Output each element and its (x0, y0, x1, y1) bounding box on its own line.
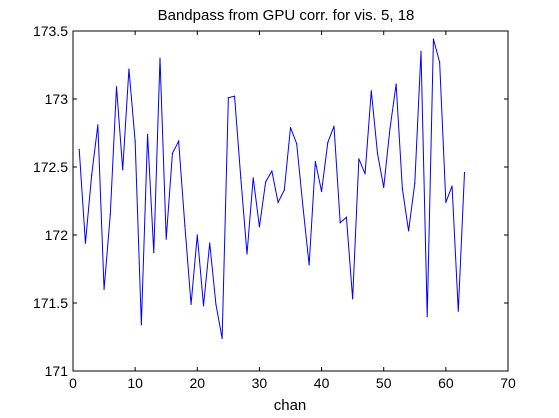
data-point (184, 224, 186, 227)
data-point (190, 303, 192, 305)
chart-title: Bandpass from GPU corr. for vis. 5, 18 (158, 7, 415, 24)
data-point (128, 68, 130, 70)
data-point (258, 226, 261, 228)
data-point (376, 152, 379, 154)
x-tick-label: 60 (438, 375, 454, 391)
x-tick-label: 70 (500, 375, 516, 391)
data-point (457, 310, 459, 312)
data-point (289, 126, 292, 129)
data-point (271, 170, 273, 172)
plot-frame (72, 30, 509, 372)
data-point (432, 38, 435, 40)
data-point (146, 133, 149, 135)
data-point (122, 169, 124, 171)
data-point (233, 95, 236, 97)
data-point (333, 125, 335, 127)
y-tick-label: 172 (45, 227, 69, 243)
data-point (339, 222, 341, 224)
y-tick-label: 171.5 (33, 295, 68, 311)
data-point (221, 337, 223, 339)
data-point (227, 97, 229, 99)
data-point (296, 143, 298, 145)
data-point (240, 177, 242, 179)
data-point (84, 242, 87, 244)
data-point (196, 234, 198, 236)
data-point (395, 83, 397, 85)
data-point (78, 148, 80, 150)
data-point (265, 181, 267, 183)
data-point (178, 140, 180, 142)
data-point (414, 182, 416, 184)
data-point (439, 61, 441, 63)
data-point (327, 141, 329, 144)
data-point (159, 57, 161, 59)
data-point (91, 174, 93, 176)
data-points (78, 38, 466, 339)
data-point (252, 177, 254, 179)
data-point (277, 201, 279, 203)
data-point (364, 173, 366, 175)
y-tick-label: 172.5 (33, 159, 68, 175)
x-tick-label: 30 (252, 375, 268, 391)
plot-area (72, 30, 509, 372)
data-point (451, 185, 453, 187)
y-tick-label: 173 (45, 91, 69, 107)
data-point (352, 298, 354, 300)
data-point (215, 303, 217, 305)
data-point (165, 238, 167, 240)
data-point (345, 216, 348, 218)
x-tick-label: 10 (127, 375, 143, 391)
data-point (445, 201, 447, 203)
data-point (134, 140, 136, 142)
data-point (383, 186, 385, 188)
data-point (463, 171, 466, 174)
data-point (246, 253, 248, 255)
data-point (314, 160, 316, 163)
data-point (202, 305, 205, 307)
x-tick-label: 50 (376, 375, 392, 391)
x-tick-label: 0 (69, 375, 77, 391)
x-axis: 0 10 20 30 40 50 60 70 (69, 31, 516, 391)
x-tick-label: 40 (314, 375, 330, 391)
x-axis-label: chan (274, 397, 307, 414)
data-point (140, 324, 142, 326)
data-point (109, 214, 111, 216)
data-point (426, 316, 428, 318)
data-point (97, 124, 99, 126)
data-point (401, 188, 403, 190)
data-point (115, 86, 118, 88)
x-tick-label: 20 (189, 375, 205, 391)
data-point (153, 252, 155, 254)
y-tick-label: 173.5 (33, 23, 68, 39)
data-point (320, 190, 323, 193)
data-point (358, 158, 360, 160)
data-point (209, 242, 211, 244)
data-point (420, 50, 422, 53)
data-point (389, 128, 391, 130)
y-tick-label: 171 (45, 363, 69, 379)
data-point (308, 264, 310, 266)
data-point (407, 230, 410, 232)
data-point (370, 90, 372, 92)
data-point (283, 189, 285, 191)
data-point (302, 205, 304, 208)
data-point (103, 288, 105, 290)
data-point (171, 152, 174, 154)
y-axis: 171 171.5 172 172.5 173 173.5 (33, 23, 508, 379)
